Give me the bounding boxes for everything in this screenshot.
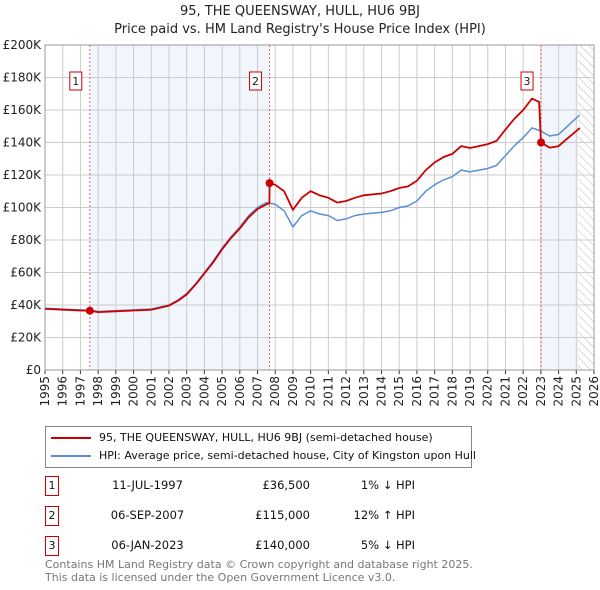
x-tick-label: 2015 — [392, 376, 406, 407]
sale-label-box — [69, 71, 83, 91]
x-tick-label: 1998 — [91, 376, 105, 407]
x-tick-label: 2024 — [552, 376, 566, 407]
y-tick-label: £180K — [3, 71, 43, 85]
y-tick-label: £60K — [10, 266, 42, 280]
x-tick-label: 2002 — [162, 376, 176, 407]
sale-num: 1 — [45, 476, 59, 496]
footer-line2: This data is licensed under the Open Gov… — [45, 571, 396, 584]
sale-point — [537, 138, 546, 147]
sale-row: 1 11-JUL-1997 £36,500 1% ↓ HPI — [45, 476, 445, 496]
sale-row: 3 06-JAN-2023 £140,000 5% ↓ HPI — [45, 536, 445, 556]
sale-row: 2 06-SEP-2007 £115,000 12% ↑ HPI — [45, 506, 445, 526]
y-tick-label: £160K — [3, 103, 43, 117]
x-tick-label: 2001 — [144, 376, 158, 407]
footer: Contains HM Land Registry data © Crown c… — [45, 558, 473, 584]
sale-price: £36,500 — [262, 478, 310, 492]
x-tick-label: 2014 — [374, 376, 388, 407]
y-tick-label: £0 — [26, 363, 41, 377]
legend-hpi: HPI: Average price, semi-detached house,… — [99, 449, 476, 462]
sale-hpi: 5% ↓ HPI — [360, 538, 415, 552]
legend-red-line — [51, 436, 91, 439]
chart-subtitle: Price paid vs. HM Land Registry's House … — [114, 22, 486, 37]
footer-line1: Contains HM Land Registry data © Crown c… — [45, 558, 473, 571]
legend-blue-line — [51, 454, 91, 457]
chart-title: 95, THE QUEENSWAY, HULL, HU6 9BJ — [179, 4, 420, 19]
sale-hpi: 12% ↑ HPI — [353, 508, 415, 522]
x-tick-label: 2004 — [197, 376, 211, 407]
sale-label: 3 — [524, 75, 531, 88]
x-tick-label: 2011 — [321, 376, 335, 407]
sale-date: 11-JUL-1997 — [112, 478, 183, 492]
y-tick-label: £80K — [10, 233, 42, 247]
x-tick-label: 2012 — [339, 376, 353, 407]
sale-date: 06-JAN-2023 — [111, 538, 184, 552]
x-tick-label: 2010 — [304, 376, 318, 407]
y-tick-label: £200K — [3, 38, 43, 52]
sale-label-box — [249, 71, 263, 91]
x-tick-label: 2007 — [251, 376, 265, 407]
legend-property: 95, THE QUEENSWAY, HULL, HU6 9BJ (semi-d… — [99, 431, 433, 444]
x-tick-label: 2022 — [516, 376, 530, 407]
x-tick-label: 2020 — [481, 376, 495, 407]
x-tick-label: 2009 — [286, 376, 300, 407]
x-tick-label: 2019 — [463, 376, 477, 407]
sale-label: 1 — [72, 75, 79, 88]
legend: 95, THE QUEENSWAY, HULL, HU6 9BJ (semi-d… — [45, 426, 476, 468]
y-tick-label: £20K — [10, 331, 42, 345]
sale-point — [85, 306, 94, 315]
x-tick-label: 1999 — [109, 376, 123, 407]
plot-area: 1995 1996 1997 1998 1999 2000 2001 2002 2003 2004… — [3, 38, 600, 407]
x-tick-label: 2006 — [233, 376, 247, 407]
sale-price: £140,000 — [255, 538, 310, 552]
sale-label: 2 — [252, 75, 259, 88]
y-tick-label: £120K — [3, 168, 43, 182]
x-tick-label: 2013 — [357, 376, 371, 407]
x-tick-label: 2017 — [428, 376, 442, 407]
x-tick-label: 2018 — [445, 376, 459, 407]
x-tick-label: 2000 — [127, 376, 141, 407]
sale-date: 06-SEP-2007 — [110, 508, 185, 522]
x-tick-label: 1996 — [56, 376, 70, 407]
x-tick-label: 2008 — [268, 376, 282, 407]
y-tick-label: £100K — [3, 201, 43, 215]
x-tick-label: 2016 — [410, 376, 424, 407]
sale-hpi: 1% ↓ HPI — [360, 478, 415, 492]
sale-num: 3 — [45, 536, 59, 556]
x-tick-label: 2025 — [569, 376, 583, 407]
sale-point — [265, 179, 274, 188]
property-series-line — [44, 97, 581, 314]
plot-border — [44, 44, 595, 371]
y-tick-label: £140K — [3, 136, 43, 150]
sale-num: 2 — [45, 506, 59, 526]
sale-label-box — [520, 71, 534, 91]
x-tick-label: 2021 — [498, 376, 512, 407]
x-tick-label: 2003 — [180, 376, 194, 407]
sale-price: £115,000 — [255, 508, 310, 522]
x-tick-label: 1995 — [38, 376, 52, 407]
y-tick-label: £40K — [10, 298, 42, 312]
x-tick-label: 2023 — [534, 376, 548, 407]
x-tick-label: 2026 — [587, 376, 600, 407]
x-tick-label: 2005 — [215, 376, 229, 407]
x-tick-label: 1997 — [73, 376, 87, 407]
